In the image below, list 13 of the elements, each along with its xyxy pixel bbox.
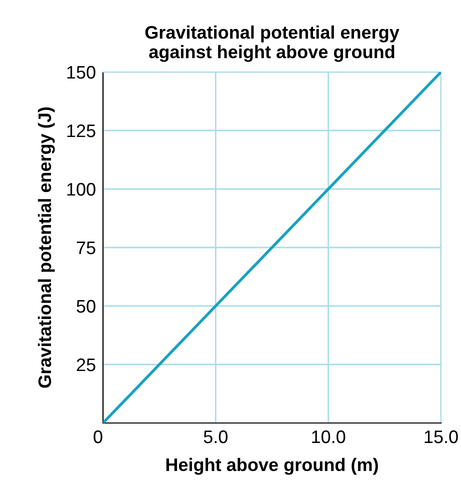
y-tick-label: 50 xyxy=(76,300,96,313)
chart-title: Gravitational potential energy against height above ground xyxy=(145,26,400,62)
x-tick-label: 0 xyxy=(94,430,102,444)
y-tick-label: 25 xyxy=(76,358,96,372)
x-tick-label: 10.0 xyxy=(312,430,346,444)
y-tick-label: 150 xyxy=(67,66,96,79)
x-tick-label: 15.0 xyxy=(424,430,458,444)
y-axis-title: Gravitational potential energy (J) xyxy=(38,107,55,388)
y-tick-label: 75 xyxy=(76,242,96,254)
y-tick-label: 100 xyxy=(67,182,96,196)
x-axis-title: Height above ground (m) xyxy=(166,458,378,475)
y-tick-label: 125 xyxy=(67,124,96,138)
x-tick-label: 5.0 xyxy=(204,430,228,444)
